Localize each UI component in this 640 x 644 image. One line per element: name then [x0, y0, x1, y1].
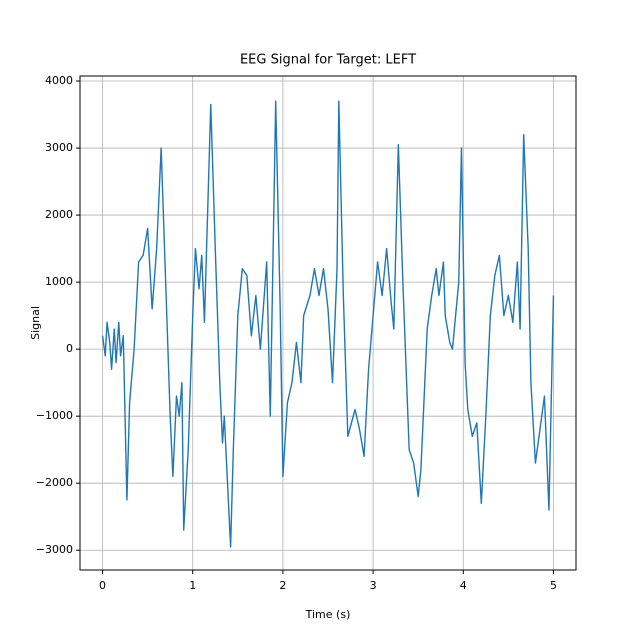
chart-title: EEG Signal for Target: LEFT [240, 53, 416, 68]
x-tick-label: 1 [189, 579, 196, 592]
plot-frame [79, 75, 577, 571]
y-tick-label: 4000 [45, 74, 73, 87]
y-tick-label: 1000 [45, 275, 73, 288]
y-tick-label: 2000 [45, 208, 73, 221]
x-tick-label: 4 [460, 579, 467, 592]
y-tick-label: −1000 [36, 409, 73, 422]
x-tick-label: 0 [99, 579, 106, 592]
signal-line [101, 100, 555, 548]
y-axis-label: Signal [29, 306, 42, 340]
y-tick-label: −3000 [36, 543, 73, 556]
x-tick-label: 2 [279, 579, 286, 592]
x-tick-label: 3 [370, 579, 377, 592]
x-tick-label: 5 [550, 579, 557, 592]
y-tick-label: −2000 [36, 476, 73, 489]
y-tick-label: 0 [66, 342, 73, 355]
y-tick-label: 3000 [45, 141, 73, 154]
x-axis-label: Time (s) [305, 608, 351, 621]
